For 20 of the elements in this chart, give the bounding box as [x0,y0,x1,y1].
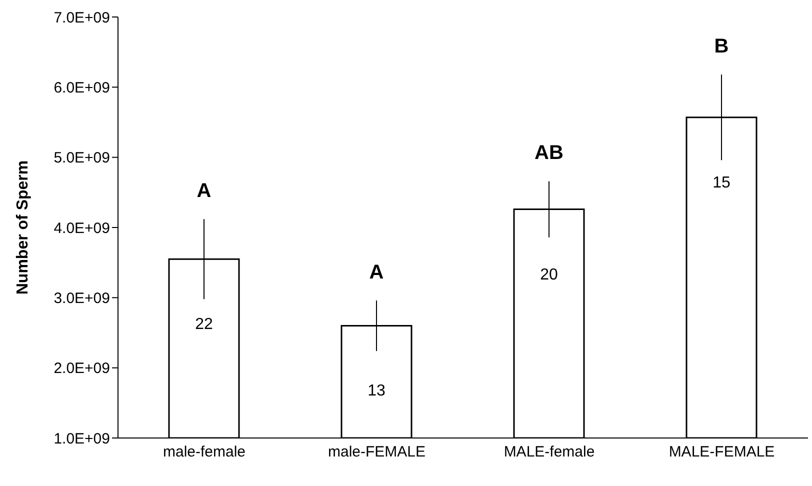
y-tick-label: 3.0E+09 [54,290,110,307]
annotation: A [369,261,384,284]
y-tick-label: 1.0E+09 [54,430,110,448]
y-tick-label: 4.0E+09 [54,220,110,237]
x-tick-label: male-FEMALE [328,444,426,461]
annotation: 15 [712,174,730,192]
y-tick-label: 2.0E+09 [54,360,110,378]
annotation: 22 [195,316,213,334]
x-tick-label: MALE-female [504,444,595,461]
annotation: AB [534,142,564,164]
annotation: A [196,180,212,202]
annotation: 13 [368,382,386,400]
annotation: 20 [540,266,558,284]
y-tick-label: 5.0E+09 [54,150,110,167]
y-tick-label: 7.0E+09 [54,9,110,26]
x-tick-label: male-female [162,444,246,461]
y-axis-title: Number of Sperm [14,160,32,295]
x-tick-label: MALE-FEMALE [668,444,775,461]
y-tick-label: 6.0E+09 [54,79,110,96]
annotation: B [714,36,729,58]
